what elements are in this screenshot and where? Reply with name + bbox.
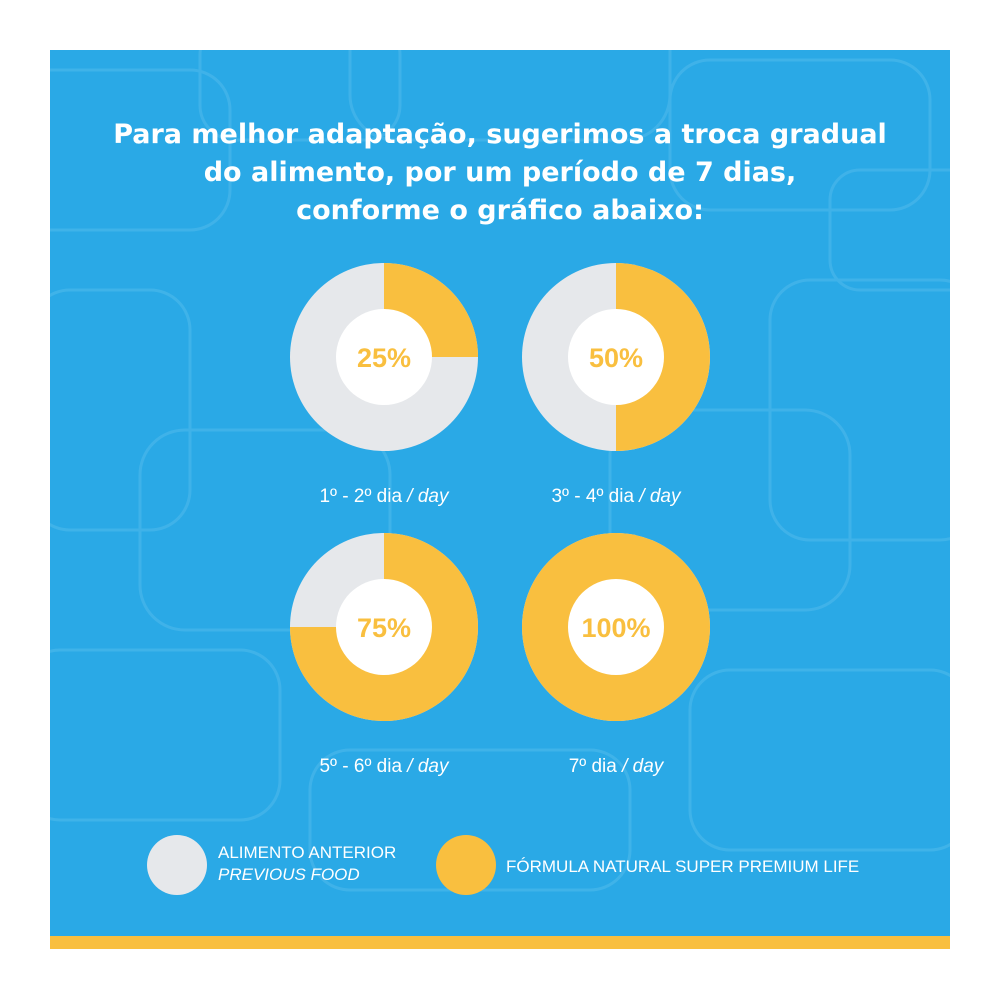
legend-label: ALIMENTO ANTERIOR	[218, 843, 397, 862]
background-panel	[50, 50, 950, 936]
bottom-accent-strip	[50, 936, 950, 949]
legend-sublabel: PREVIOUS FOOD	[218, 865, 360, 884]
legend-label-previous-food: ALIMENTO ANTERIOR PREVIOUS FOOD	[218, 842, 396, 886]
day-unit: day	[649, 486, 681, 507]
percent-label: 100%	[581, 613, 650, 643]
donut-chart-4: 100%	[522, 533, 710, 721]
donut-chart-3: 75%	[290, 533, 478, 721]
donut-hole	[568, 309, 664, 405]
separator: /	[407, 486, 413, 507]
donut-chart-1: 25%	[290, 263, 478, 451]
background-pattern	[50, 50, 950, 892]
separator: /	[622, 756, 628, 777]
legend-label-new-formula: FÓRMULA NATURAL SUPER PREMIUM LIFE	[506, 856, 859, 878]
day-label-4: 7º dia / day	[496, 755, 736, 779]
percent-label: 50%	[589, 343, 643, 373]
donut-hole	[336, 579, 432, 675]
separator: /	[407, 756, 413, 777]
day-unit: day	[417, 486, 449, 507]
day-range: 7º dia	[568, 756, 617, 777]
title-line: conforme o gráfico abaixo:	[296, 195, 704, 226]
donut-hole	[336, 309, 432, 405]
day-unit: day	[417, 756, 449, 777]
day-label-1: 1º - 2º dia / day	[264, 485, 504, 509]
day-label-3: 5º - 6º dia / day	[264, 755, 504, 779]
day-unit: day	[632, 756, 664, 777]
legend-swatch-new-formula	[436, 835, 496, 895]
day-range: 5º - 6º dia	[319, 756, 403, 777]
percent-label: 75%	[357, 613, 411, 643]
donut-hole	[568, 579, 664, 675]
day-range: 1º - 2º dia	[319, 486, 403, 507]
title-line: Para melhor adaptação, sugerimos a troca…	[113, 119, 887, 150]
separator: /	[639, 486, 645, 507]
legend-label: FÓRMULA NATURAL SUPER PREMIUM LIFE	[506, 857, 860, 876]
day-range: 3º - 4º dia	[551, 486, 635, 507]
donut-chart-2: 50%	[522, 263, 710, 451]
legend-swatch-previous-food	[147, 835, 207, 895]
title-line: do alimento, por um período de 7 dias,	[203, 157, 797, 188]
page-title: Para melhor adaptação, sugerimos a troca…	[0, 116, 1000, 230]
percent-label: 25%	[357, 343, 411, 373]
day-label-2: 3º - 4º dia / day	[496, 485, 736, 509]
